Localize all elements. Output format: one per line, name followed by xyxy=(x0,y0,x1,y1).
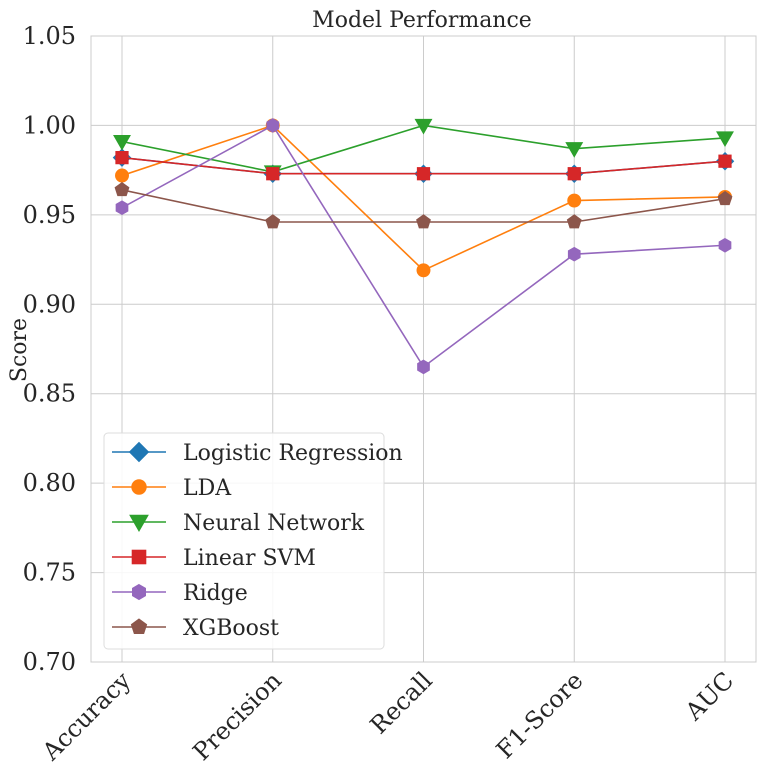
data-point xyxy=(416,167,431,181)
legend-label: LDA xyxy=(183,476,232,501)
data-point xyxy=(266,167,280,181)
legend-entry: LDA xyxy=(112,476,232,501)
legend-label: XGBoost xyxy=(183,616,279,641)
legend-marker xyxy=(129,514,149,533)
legend-marker xyxy=(130,618,148,634)
y-tick-label: 0.80 xyxy=(23,469,76,497)
series-3 xyxy=(115,151,732,181)
data-point xyxy=(114,181,130,197)
chart-title: Model Performance xyxy=(312,8,532,33)
data-point xyxy=(265,214,281,229)
legend-marker xyxy=(132,583,146,601)
data-point xyxy=(115,200,129,216)
data-point xyxy=(717,190,733,206)
data-point xyxy=(115,168,129,183)
y-tick-label: 0.95 xyxy=(23,201,76,229)
series-lines xyxy=(112,118,735,375)
data-point xyxy=(567,193,582,208)
legend-entry: Logistic Regression xyxy=(112,441,403,466)
x-tick-label: Precision xyxy=(187,666,287,766)
x-tick-label: Accuracy xyxy=(36,666,136,766)
y-axis-ticks: 0.70 0.75 0.80 0.85 0.90 0.95 1.00 1.05 xyxy=(23,22,76,676)
y-tick-label: 0.90 xyxy=(23,290,76,318)
legend-label: Ridge xyxy=(183,581,248,606)
legend-marker xyxy=(128,441,150,463)
legend-label: Logistic Regression xyxy=(183,441,403,466)
series-4 xyxy=(115,118,732,375)
data-point xyxy=(416,263,431,278)
data-point xyxy=(716,131,734,148)
y-tick-label: 0.70 xyxy=(23,648,76,676)
data-point xyxy=(417,359,430,375)
data-point xyxy=(414,118,433,135)
x-tick-label: F1-Score xyxy=(491,666,589,764)
y-tick-label: 0.85 xyxy=(23,380,76,408)
legend: Logistic Regression LDA Neural Network Line… xyxy=(103,432,403,650)
x-tick-label: AUC xyxy=(679,666,739,726)
legend-entry: XGBoost xyxy=(112,616,279,641)
x-tick-label: Recall xyxy=(365,666,438,739)
legend-marker xyxy=(131,479,147,495)
data-point xyxy=(565,142,584,158)
legend-entry: Neural Network xyxy=(112,511,365,536)
legend-marker xyxy=(131,549,147,565)
legend-entry: Linear SVM xyxy=(112,546,316,571)
data-point xyxy=(416,214,431,229)
data-point xyxy=(567,167,581,181)
data-point xyxy=(266,118,280,133)
legend-box xyxy=(103,432,385,650)
data-point xyxy=(566,214,582,229)
x-axis-ticks: Accuracy Precision Recall F1-Score AUC xyxy=(36,666,739,766)
y-tick-label: 1.00 xyxy=(23,111,76,139)
data-point xyxy=(718,154,732,168)
plot-frame xyxy=(90,35,757,663)
data-point xyxy=(113,134,131,151)
data-point xyxy=(115,151,129,165)
data-point xyxy=(718,237,732,253)
y-tick-label: 1.05 xyxy=(23,22,76,50)
series-5 xyxy=(114,181,733,229)
y-tick-label: 0.75 xyxy=(23,559,76,587)
legend-entry: Ridge xyxy=(112,581,248,606)
data-point xyxy=(567,246,581,262)
legend-label: Linear SVM xyxy=(183,546,316,571)
legend-label: Neural Network xyxy=(183,511,365,536)
y-axis-label: Score xyxy=(7,318,32,382)
